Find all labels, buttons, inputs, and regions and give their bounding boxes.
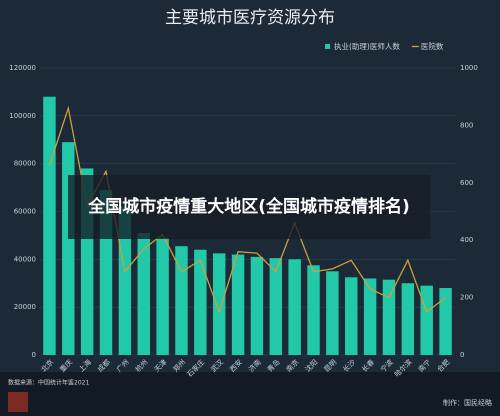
bar xyxy=(288,259,301,355)
credit: 制作：国民经略 xyxy=(443,398,492,407)
x-tick-label: 沈阳 xyxy=(303,357,319,373)
bar xyxy=(307,265,320,355)
x-tick-label: 西安 xyxy=(228,357,244,373)
bar xyxy=(194,249,207,355)
bar xyxy=(250,256,264,355)
y2-tick-label: 0 xyxy=(460,351,464,359)
chart-title: 主要城市医疗资源分布 xyxy=(165,8,335,28)
y-tick-label: 60000 xyxy=(14,208,36,216)
x-tick-label: 合肥 xyxy=(435,357,451,373)
overlay-caption: 全国城市疫情重大地区(全国城市疫情排名) xyxy=(68,175,430,239)
bar xyxy=(363,278,377,355)
bar xyxy=(420,285,433,355)
bar xyxy=(231,254,245,355)
bar xyxy=(401,283,415,355)
bar xyxy=(382,279,396,355)
source: 数据来源：中国统计年鉴2021 xyxy=(8,379,89,387)
x-tick-label: 宁波 xyxy=(379,357,395,373)
x-tick-label: 成都 xyxy=(96,357,112,373)
x-tick-label: 南京 xyxy=(284,357,300,373)
x-tick-label: 郑州 xyxy=(172,358,188,374)
x-tick-label: 上海 xyxy=(77,357,93,373)
y-tick-label: 120000 xyxy=(9,64,36,72)
x-tick-label: 重庆 xyxy=(58,357,74,373)
y2-tick-label: 600 xyxy=(460,179,473,187)
footer-band xyxy=(0,372,500,416)
y2-tick-label: 400 xyxy=(460,236,473,244)
bar xyxy=(269,258,283,355)
x-tick-label: 济南 xyxy=(246,357,262,373)
x-tick-label: 杭州 xyxy=(133,357,149,373)
y-tick-label: 100000 xyxy=(9,112,36,120)
x-tick-label: 北京 xyxy=(39,357,55,373)
logo xyxy=(8,392,28,412)
bar xyxy=(212,253,226,355)
y-tick-label: 80000 xyxy=(14,160,36,168)
x-tick-label: 武汉 xyxy=(209,357,225,373)
legend-label: 执业(助理)医师人数 xyxy=(334,41,400,51)
y2-tick-label: 200 xyxy=(460,294,473,302)
x-tick-label: 长沙 xyxy=(341,357,357,373)
x-tick-label: 南宁 xyxy=(416,357,432,373)
y2-tick-label: 1000 xyxy=(460,64,478,72)
x-tick-label: 天津 xyxy=(153,358,169,374)
bar xyxy=(137,233,150,355)
legend-swatch xyxy=(325,44,330,49)
bar xyxy=(345,277,358,355)
x-tick-label: 昆明 xyxy=(323,358,339,374)
bar xyxy=(43,96,56,355)
y-tick-label: 40000 xyxy=(14,255,36,263)
x-tick-label: 广州 xyxy=(114,357,130,373)
y-tick-label: 20000 xyxy=(14,303,36,311)
y2-tick-label: 800 xyxy=(460,121,473,129)
bar xyxy=(156,237,169,355)
y-tick-label: 0 xyxy=(32,351,36,359)
bar xyxy=(326,271,339,355)
x-tick-label: 长春 xyxy=(360,357,376,373)
bar xyxy=(439,288,452,355)
bar xyxy=(175,246,188,355)
x-tick-label: 青岛 xyxy=(265,357,281,373)
legend-label: 医院数 xyxy=(421,41,444,51)
bar xyxy=(118,206,132,355)
